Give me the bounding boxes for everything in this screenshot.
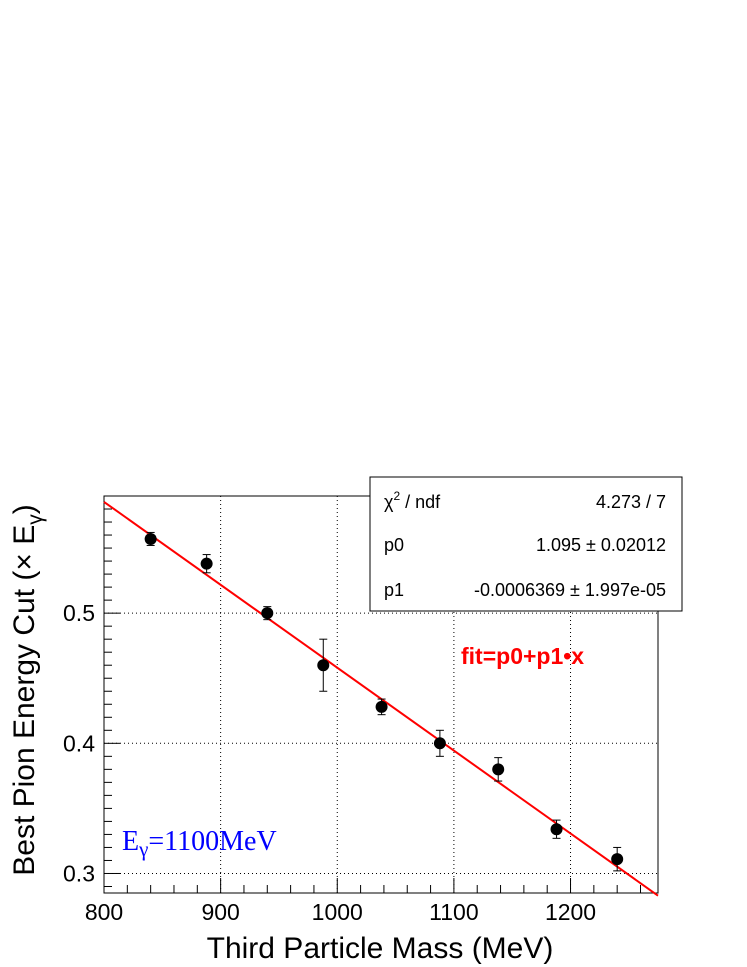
data-marker xyxy=(375,700,388,713)
data-marker xyxy=(611,853,624,866)
data-marker xyxy=(433,737,446,750)
data-point xyxy=(261,606,274,621)
tick-labels: 800 900 1000 1100 1200 0.3 0.4 0.5 xyxy=(63,600,596,925)
y-axis-title-sub: γ xyxy=(24,514,47,525)
data-point xyxy=(200,554,213,574)
data-marker xyxy=(144,532,157,545)
x-tick-label: 1000 xyxy=(312,899,363,925)
data-point xyxy=(375,698,388,716)
stats-box: χ2 / ndf 4.273 / 7 p0 1.095 ± 0.02012 p1… xyxy=(369,476,683,612)
fit-formula-label: fit=p0+p1•x xyxy=(461,643,584,669)
data-marker xyxy=(200,557,213,570)
y-axis-title: Best Pion Energy Cut (× Eγ) xyxy=(8,504,47,876)
y-tick-label: 0.4 xyxy=(63,730,95,756)
x-axis-title: Third Particle Mass (MeV) xyxy=(207,932,554,965)
data-marker xyxy=(261,607,274,620)
data-marker xyxy=(550,823,563,836)
y-axis-title-main: Best Pion Energy Cut (× E xyxy=(8,525,41,876)
data-point xyxy=(433,729,446,757)
stats-p1-label: p1 xyxy=(384,580,404,600)
y-tick-label: 0.3 xyxy=(63,860,95,886)
x-tick-label: 900 xyxy=(201,899,239,925)
y-tick-label: 0.5 xyxy=(63,600,95,626)
data-point xyxy=(317,638,330,692)
stats-p0-label: p0 xyxy=(384,535,404,555)
axis-ticks xyxy=(103,495,642,893)
x-tick-label: 1200 xyxy=(545,899,596,925)
data-marker xyxy=(492,763,505,776)
stats-chi2-label: χ2 / ndf xyxy=(384,489,441,512)
stats-p0-value: 1.095 ± 0.02012 xyxy=(536,535,666,555)
data-point xyxy=(144,531,157,546)
beam-energy-annotation: Eγ=1100MeV xyxy=(122,826,277,861)
y-axis-title-close: ) xyxy=(8,504,41,514)
x-tick-label: 800 xyxy=(85,899,123,925)
data-points xyxy=(144,531,624,872)
data-marker xyxy=(317,659,330,672)
data-point xyxy=(550,819,563,839)
data-point xyxy=(611,846,624,872)
grid-lines xyxy=(104,496,658,893)
data-point xyxy=(492,757,505,782)
x-tick-label: 1100 xyxy=(429,899,478,925)
stats-box-frame xyxy=(369,476,683,612)
stats-chi2-value: 4.273 / 7 xyxy=(596,492,666,512)
stats-p1-value: -0.0006369 ± 1.997e-05 xyxy=(474,580,666,600)
